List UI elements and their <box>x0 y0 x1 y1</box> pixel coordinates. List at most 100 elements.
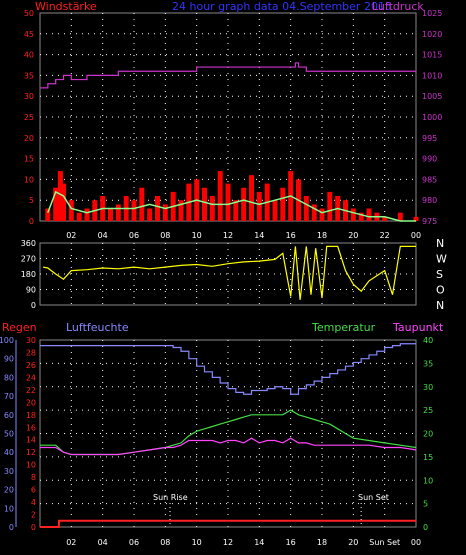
rain-tick-label: 16 <box>26 423 36 432</box>
rain-legend: Regen <box>2 321 37 334</box>
time-tick-label-bottom: 16 <box>286 538 296 547</box>
compass-label: W <box>436 253 447 266</box>
rain-tick-label: 26 <box>26 361 36 370</box>
wind-bar <box>233 200 239 221</box>
time-tick-label-bottom: 12 <box>223 538 233 547</box>
time-tick-label-bottom: 06 <box>129 538 139 547</box>
time-tick-label: 06 <box>129 231 139 240</box>
rain-tick-label: 0 <box>31 523 36 532</box>
humidity-tick-label: 40 <box>4 448 14 457</box>
pressure-tick-label: 1005 <box>422 92 442 101</box>
wind-average-line <box>47 190 416 222</box>
pressure-tick-label: 990 <box>422 155 437 164</box>
direction-tick-label: 270 <box>21 255 36 264</box>
direction-tick-label: 90 <box>26 286 36 295</box>
temperature-tick-label: 25 <box>423 406 433 415</box>
humidity-tick-label: 90 <box>4 355 14 364</box>
wind-bar <box>217 171 223 221</box>
wind-tick-label: 15 <box>24 155 34 164</box>
time-tick-label-bottom: Sun Set <box>369 538 400 547</box>
humidity-tick-label: 100 <box>0 336 14 345</box>
panel-direction-series <box>42 245 416 300</box>
wind-tick-label: 45 <box>24 30 34 39</box>
time-tick-label: 20 <box>348 231 358 240</box>
rain-tick-label: 22 <box>26 386 36 395</box>
temperature-tick-label: 20 <box>423 430 433 439</box>
axes-labels: 0510152025303540455097598098599099510001… <box>0 9 447 547</box>
temperature-tick-label: 15 <box>423 453 433 462</box>
pressure-tick-label: 1000 <box>422 113 442 122</box>
wind-bar <box>162 204 168 221</box>
wind-bar <box>311 204 317 221</box>
rain-tick-label: 2 <box>31 511 36 520</box>
time-tick-label: 14 <box>254 231 264 240</box>
humidity-tick-label: 70 <box>4 392 14 401</box>
wind-bar <box>209 196 215 221</box>
wind-bar <box>57 171 63 221</box>
wind-bar <box>84 208 90 221</box>
wind-bar <box>358 212 364 221</box>
humidity-tick-label: 80 <box>4 373 14 382</box>
wind-bar <box>115 204 121 221</box>
rain-tick-label: 12 <box>26 448 36 457</box>
wind-bar <box>241 187 247 221</box>
pressure-tick-label: 975 <box>422 217 437 226</box>
sunset-label: Sun Set <box>358 493 389 502</box>
rain-tick-label: 6 <box>31 486 36 495</box>
wind-bar <box>68 200 74 221</box>
temperature-tick-label: 10 <box>423 476 433 485</box>
wind-bar <box>155 196 160 221</box>
wind-bar <box>53 187 59 221</box>
wind-bar <box>350 208 356 221</box>
humidity-tick-label: 10 <box>4 504 14 513</box>
time-tick-label: 16 <box>286 231 296 240</box>
wind-bar <box>131 200 137 221</box>
rain-tick-label: 8 <box>31 473 36 482</box>
wind-bar <box>382 216 388 221</box>
humidity-tick-label: 0 <box>9 523 14 532</box>
time-tick-label: 08 <box>160 231 170 240</box>
wind-tick-label: 30 <box>24 92 34 101</box>
time-tick-label: 10 <box>192 231 202 240</box>
wind-bar <box>319 208 325 221</box>
pressure-line <box>40 62 416 89</box>
time-tick-label-bottom: 18 <box>317 538 327 547</box>
wind-bar <box>76 212 82 221</box>
temperature-legend: Temperatur <box>311 321 376 334</box>
dewpoint-legend: Taupunkt <box>392 321 444 334</box>
rain-tick-label: 30 <box>26 336 36 345</box>
direction-tick-label: 180 <box>21 270 36 279</box>
wind-tick-label: 5 <box>29 196 34 205</box>
rain-tick-label: 14 <box>26 436 36 445</box>
wind-direction-line <box>42 245 416 300</box>
temperature-tick-label: 0 <box>423 523 428 532</box>
wind-bar <box>280 187 286 221</box>
humidity-legend: Luftfeuchte <box>66 321 129 334</box>
time-tick-label-bottom: 00 <box>411 538 421 547</box>
panel-wind-series <box>40 62 419 222</box>
pressure-tick-label: 1010 <box>422 71 442 80</box>
wind-axis-title: Windstärke <box>35 0 97 13</box>
rain-tick-label: 18 <box>26 411 36 420</box>
wind-bar <box>249 175 254 221</box>
wind-bar <box>303 196 309 221</box>
wind-bar <box>413 216 419 221</box>
direction-tick-label: 360 <box>21 239 36 248</box>
wind-bar <box>202 187 207 221</box>
pressure-tick-label: 1020 <box>422 30 442 39</box>
temperature-line <box>40 409 417 456</box>
rain-tick-label: 24 <box>26 373 36 382</box>
rain-tick-label: 28 <box>26 349 36 358</box>
humidity-tick-label: 30 <box>4 467 14 476</box>
rain-tick-label: 4 <box>31 498 36 507</box>
wind-bar <box>366 208 372 221</box>
pressure-tick-label: 1015 <box>422 51 442 60</box>
time-tick-label: 00 <box>411 231 421 240</box>
pressure-tick-label: 985 <box>422 175 437 184</box>
wind-bar <box>397 212 403 221</box>
rain-tick-label: 20 <box>26 398 36 407</box>
panel-climate-series <box>40 343 417 528</box>
rain-line <box>40 519 416 528</box>
wind-bar <box>45 208 51 221</box>
wind-bar <box>147 208 153 221</box>
